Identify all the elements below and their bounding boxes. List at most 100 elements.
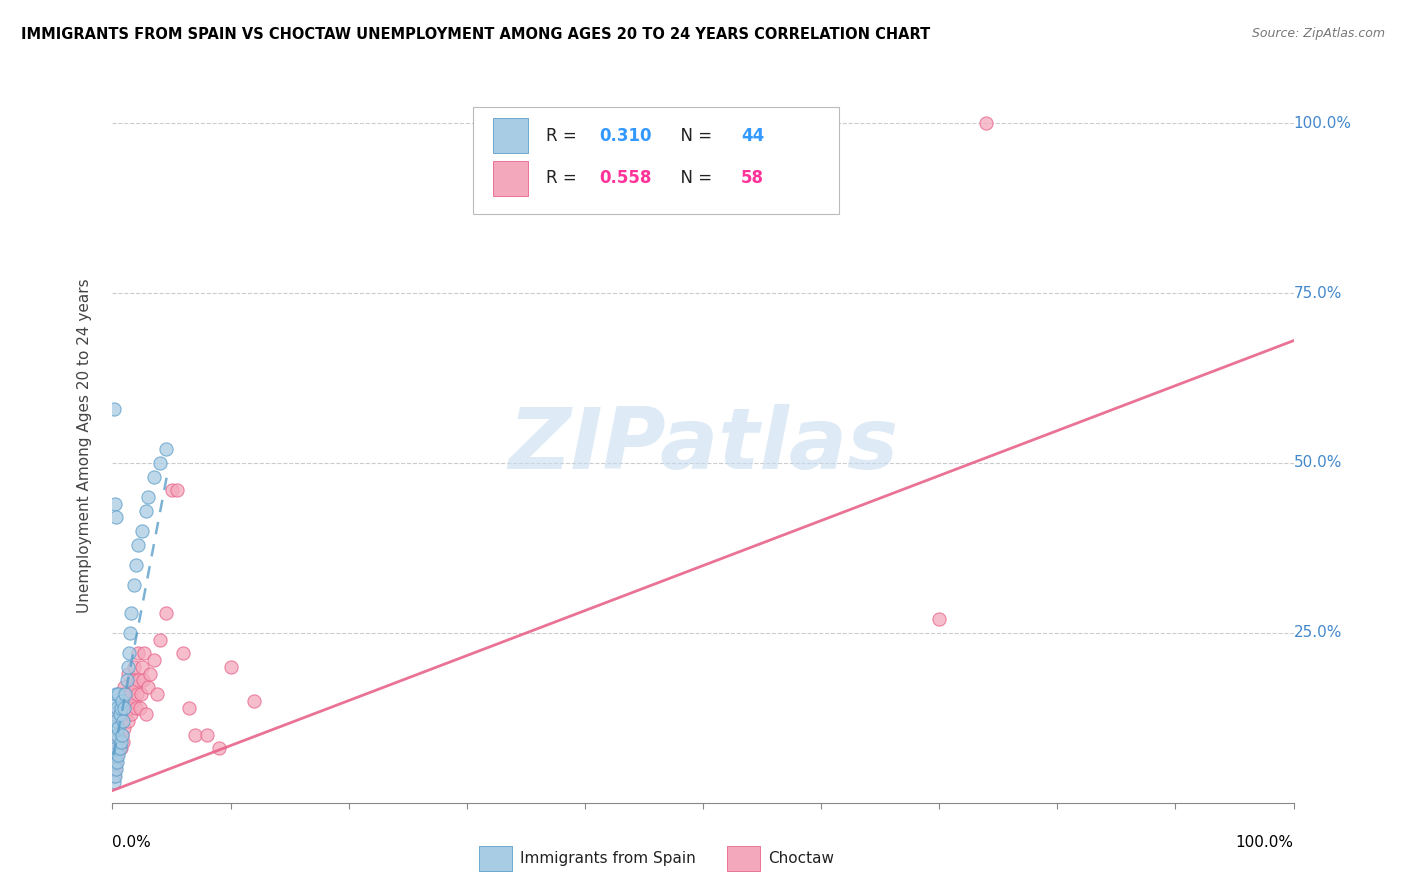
Point bbox=[120, 606, 142, 620]
Point bbox=[122, 660, 145, 674]
Point bbox=[127, 646, 149, 660]
Point bbox=[111, 694, 134, 708]
Point bbox=[134, 646, 156, 660]
Point bbox=[105, 762, 128, 776]
FancyBboxPatch shape bbox=[492, 119, 529, 153]
FancyBboxPatch shape bbox=[492, 161, 529, 195]
Point bbox=[122, 578, 145, 592]
Point bbox=[107, 748, 129, 763]
Text: 75.0%: 75.0% bbox=[1294, 285, 1341, 301]
Text: Source: ZipAtlas.com: Source: ZipAtlas.com bbox=[1251, 27, 1385, 40]
Point bbox=[114, 707, 136, 722]
Point bbox=[125, 700, 148, 714]
Point bbox=[105, 714, 128, 729]
Point bbox=[122, 694, 145, 708]
Point bbox=[115, 694, 138, 708]
Point bbox=[108, 741, 131, 756]
Point bbox=[118, 700, 141, 714]
Point bbox=[105, 714, 128, 729]
Point bbox=[112, 714, 135, 729]
Point bbox=[129, 687, 152, 701]
Point bbox=[131, 524, 153, 538]
Point bbox=[127, 673, 149, 688]
Text: N =: N = bbox=[669, 169, 717, 187]
Point bbox=[114, 687, 136, 701]
Point bbox=[166, 483, 188, 498]
Text: Immigrants from Spain: Immigrants from Spain bbox=[520, 851, 696, 866]
Point bbox=[110, 734, 132, 748]
Text: 100.0%: 100.0% bbox=[1236, 835, 1294, 850]
Point bbox=[105, 741, 128, 756]
Point bbox=[104, 762, 127, 776]
Point bbox=[108, 700, 131, 714]
Point bbox=[160, 483, 183, 498]
Point bbox=[107, 721, 129, 735]
Text: 25.0%: 25.0% bbox=[1294, 625, 1341, 640]
FancyBboxPatch shape bbox=[478, 847, 512, 871]
Point bbox=[105, 755, 128, 769]
Text: ZIPatlas: ZIPatlas bbox=[508, 404, 898, 488]
Point bbox=[117, 666, 139, 681]
Text: 100.0%: 100.0% bbox=[1294, 116, 1351, 131]
Point bbox=[103, 401, 125, 416]
Point bbox=[172, 646, 194, 660]
Point bbox=[128, 700, 150, 714]
Point bbox=[179, 700, 201, 714]
Point bbox=[125, 558, 148, 572]
Point bbox=[120, 707, 142, 722]
Point bbox=[103, 775, 125, 789]
Point bbox=[111, 694, 134, 708]
Point bbox=[146, 687, 169, 701]
FancyBboxPatch shape bbox=[727, 847, 759, 871]
Point bbox=[219, 660, 242, 674]
Text: 44: 44 bbox=[741, 127, 763, 145]
Point bbox=[103, 734, 125, 748]
Text: 0.310: 0.310 bbox=[599, 127, 651, 145]
Point bbox=[103, 707, 125, 722]
Point bbox=[195, 728, 218, 742]
Point bbox=[127, 687, 149, 701]
Point bbox=[120, 687, 142, 701]
Point bbox=[155, 606, 177, 620]
Text: Choctaw: Choctaw bbox=[768, 851, 834, 866]
Point bbox=[135, 503, 157, 517]
Point bbox=[136, 490, 159, 504]
Text: IMMIGRANTS FROM SPAIN VS CHOCTAW UNEMPLOYMENT AMONG AGES 20 TO 24 YEARS CORRELAT: IMMIGRANTS FROM SPAIN VS CHOCTAW UNEMPLO… bbox=[21, 27, 931, 42]
Y-axis label: Unemployment Among Ages 20 to 24 years: Unemployment Among Ages 20 to 24 years bbox=[77, 278, 91, 614]
Point bbox=[107, 707, 129, 722]
Point bbox=[105, 510, 128, 524]
Point bbox=[184, 728, 207, 742]
Point bbox=[105, 755, 128, 769]
Point bbox=[149, 456, 172, 470]
Point bbox=[155, 442, 177, 457]
Point bbox=[132, 673, 155, 688]
Point bbox=[112, 687, 135, 701]
Point bbox=[108, 734, 131, 748]
Point bbox=[105, 700, 128, 714]
Point bbox=[105, 687, 128, 701]
Point bbox=[111, 728, 134, 742]
Point bbox=[112, 700, 135, 714]
Point bbox=[142, 469, 165, 483]
Text: N =: N = bbox=[669, 127, 717, 145]
Text: 0.0%: 0.0% bbox=[112, 835, 152, 850]
Point bbox=[118, 646, 141, 660]
Point bbox=[976, 116, 998, 130]
Point bbox=[105, 748, 128, 763]
Point bbox=[105, 728, 128, 742]
Point bbox=[243, 694, 266, 708]
Point bbox=[928, 612, 950, 626]
Point bbox=[104, 769, 127, 783]
Point bbox=[104, 497, 127, 511]
Point bbox=[117, 660, 139, 674]
Point bbox=[108, 707, 131, 722]
Point bbox=[107, 687, 129, 701]
Text: 50.0%: 50.0% bbox=[1294, 456, 1341, 470]
Point bbox=[112, 721, 135, 735]
Point bbox=[107, 741, 129, 756]
Point bbox=[103, 755, 125, 769]
Point bbox=[115, 673, 138, 688]
Point bbox=[112, 734, 135, 748]
Point bbox=[139, 666, 162, 681]
Point bbox=[103, 769, 125, 783]
